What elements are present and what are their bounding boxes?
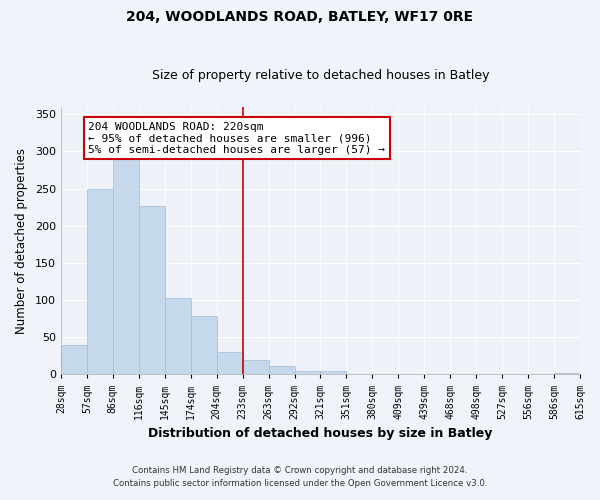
Text: 204, WOODLANDS ROAD, BATLEY, WF17 0RE: 204, WOODLANDS ROAD, BATLEY, WF17 0RE [127,10,473,24]
X-axis label: Distribution of detached houses by size in Batley: Distribution of detached houses by size … [148,427,493,440]
Bar [320,372,346,374]
Bar [165,298,191,374]
Bar [217,352,242,374]
Text: 204 WOODLANDS ROAD: 220sqm
← 95% of detached houses are smaller (996)
5% of semi: 204 WOODLANDS ROAD: 220sqm ← 95% of deta… [88,122,385,155]
Bar [191,316,217,374]
Bar [554,373,580,374]
Text: Contains HM Land Registry data © Crown copyright and database right 2024.
Contai: Contains HM Land Registry data © Crown c… [113,466,487,487]
Bar [295,370,320,374]
Bar [139,206,165,374]
Bar [242,360,269,374]
Title: Size of property relative to detached houses in Batley: Size of property relative to detached ho… [152,69,489,82]
Y-axis label: Number of detached properties: Number of detached properties [15,148,28,334]
Bar [61,344,87,374]
Bar [87,188,113,374]
Bar [269,366,295,374]
Bar [113,158,139,374]
